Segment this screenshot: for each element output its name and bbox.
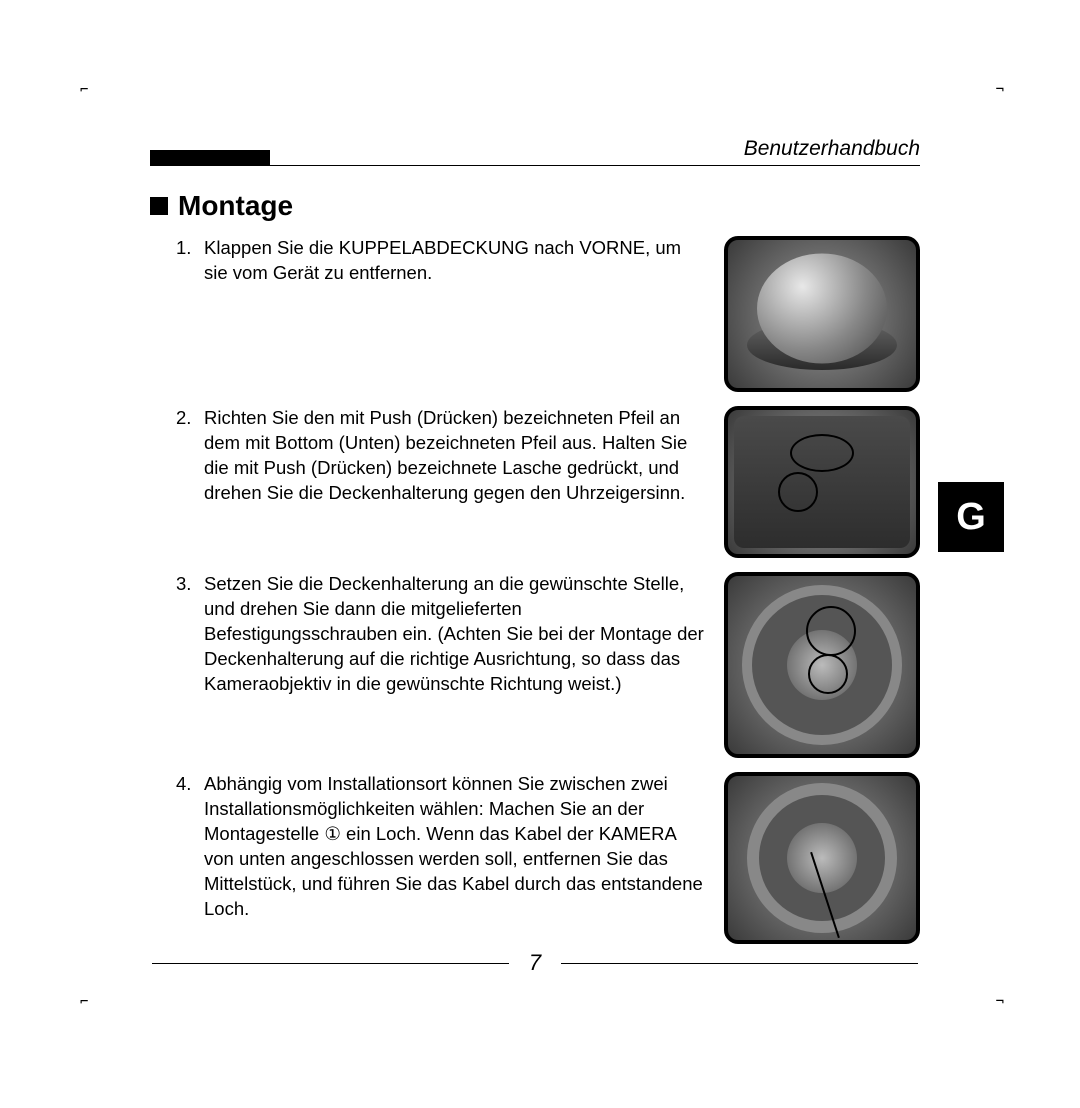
step-number: 4.	[176, 772, 194, 944]
header-bar	[150, 150, 270, 166]
section-title: Montage	[150, 190, 920, 222]
step-text: 3. Setzen Sie die Deckenhalterung an die…	[150, 572, 706, 758]
step-row: 2. Richten Sie den mit Push (Drücken) be…	[150, 406, 920, 558]
step-number: 3.	[176, 572, 194, 758]
section-title-text: Montage	[178, 190, 293, 222]
crop-mark: ¬	[996, 82, 1004, 98]
crop-mark: ⌐	[80, 82, 88, 98]
header-rule: Benutzerhandbuch	[150, 148, 920, 166]
step-body: Klappen Sie die KUPPELABDECKUNG nach VOR…	[204, 236, 706, 392]
step-row: 4. Abhängig vom Installationsort können …	[150, 772, 920, 944]
crop-mark: ¬	[996, 994, 1004, 1010]
step-figure	[724, 572, 920, 758]
step-body: Richten Sie den mit Push (Drücken) bezei…	[204, 406, 706, 558]
step-figure	[724, 772, 920, 944]
step-number: 1.	[176, 236, 194, 392]
step-row: 3. Setzen Sie die Deckenhalterung an die…	[150, 572, 920, 758]
step-text: 2. Richten Sie den mit Push (Drücken) be…	[150, 406, 706, 558]
crop-mark: ⌐	[80, 994, 88, 1010]
page-footer: 7	[150, 950, 920, 976]
step-figure	[724, 406, 920, 558]
side-tab: G	[938, 482, 1004, 552]
step-figure	[724, 236, 920, 392]
page-container: Benutzerhandbuch G Montage 1. Klappen Si…	[150, 148, 920, 976]
footer-rule	[152, 963, 509, 964]
footer-rule	[561, 963, 918, 964]
step-text: 4. Abhängig vom Installationsort können …	[150, 772, 706, 944]
step-row: 1. Klappen Sie die KUPPELABDECKUNG nach …	[150, 236, 920, 392]
square-bullet-icon	[150, 197, 168, 215]
header-label: Benutzerhandbuch	[744, 137, 920, 161]
step-text: 1. Klappen Sie die KUPPELABDECKUNG nach …	[150, 236, 706, 392]
step-number: 2.	[176, 406, 194, 558]
step-body: Abhängig vom Installationsort können Sie…	[204, 772, 706, 944]
step-body: Setzen Sie die Deckenhalterung an die ge…	[204, 572, 706, 758]
page-number: 7	[529, 950, 541, 976]
